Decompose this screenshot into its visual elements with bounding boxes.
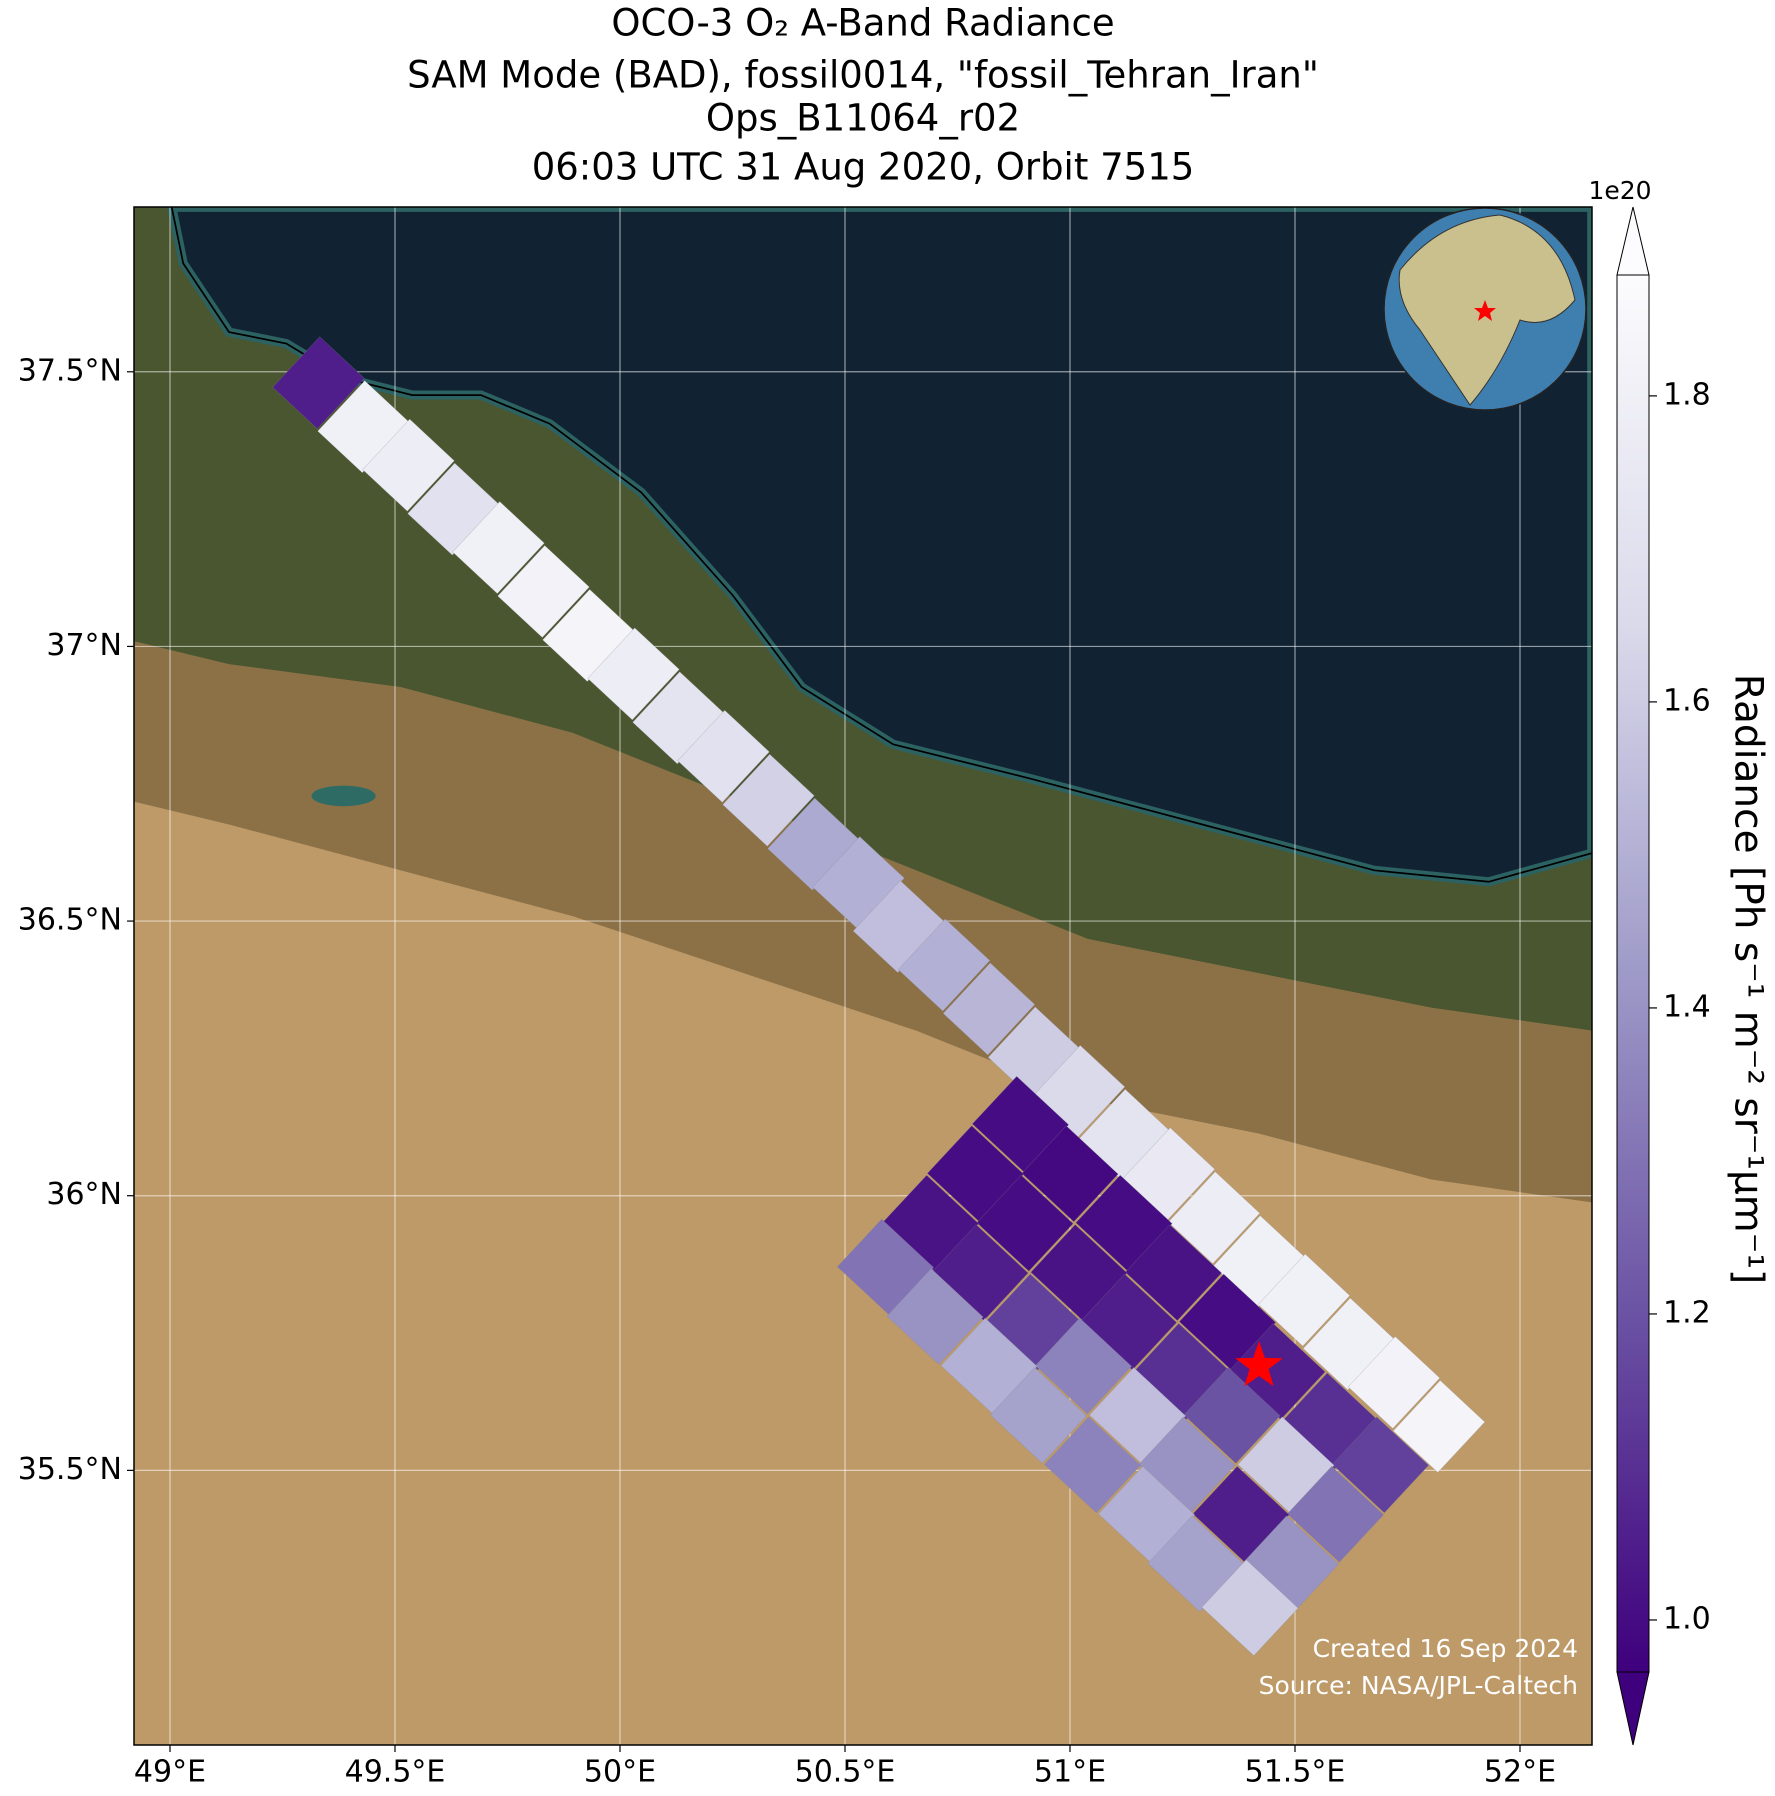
title-line: SAM Mode (BAD), fossil0014, "fossil_Tehr… [407, 54, 1319, 97]
swath-cell [1021, 1125, 1119, 1223]
swath-cell [976, 1174, 1074, 1272]
colorbar-extend-bottom [1616, 1671, 1650, 1746]
title-line: 06:03 UTC 31 Aug 2020, Orbit 7515 [532, 146, 1195, 189]
swath-cell [362, 418, 455, 512]
swath-cell [897, 918, 991, 1012]
colorbar-tick-label: 1.6 [1663, 683, 1711, 718]
x-tick-label: 49.5°E [345, 1755, 446, 1790]
swath-cell [942, 962, 1036, 1056]
swath-cell [1347, 1336, 1441, 1429]
grid [134, 207, 1592, 1745]
y-tick-label: 36.5°N [18, 903, 122, 938]
x-tick-label: 49°E [134, 1755, 206, 1790]
swath-cell [497, 545, 590, 638]
x-tick-label: 50°E [584, 1755, 656, 1790]
swath-cell [1257, 1253, 1351, 1347]
colorbar-tick-label: 1.8 [1663, 377, 1711, 412]
colorbar-tick-label: 1.2 [1663, 1295, 1711, 1330]
swath-cell [1124, 1224, 1223, 1322]
swath-cell [989, 1367, 1088, 1464]
swath-cell [1183, 1367, 1281, 1464]
lake [311, 785, 376, 807]
target-star [1235, 1341, 1283, 1387]
x-tick-label: 52°E [1484, 1755, 1556, 1790]
globe-star [1474, 300, 1496, 321]
swath-cell [1043, 1416, 1142, 1514]
colorbar-extend-top [1616, 206, 1650, 276]
swath-cell [587, 627, 680, 721]
swath-cell [452, 501, 545, 595]
swath-cell [1392, 1379, 1486, 1473]
swath-cell [886, 1268, 984, 1365]
x-tick-label: 50.5°E [795, 1755, 896, 1790]
swath-cell [1286, 1465, 1385, 1563]
x-tick-label: 51.5°E [1245, 1755, 1346, 1790]
colorbar-tick-label: 1.4 [1663, 989, 1711, 1024]
colorbar-tick-label: 1.0 [1663, 1601, 1711, 1636]
y-tick-label: 36°N [46, 1177, 122, 1212]
swath-cell [722, 753, 815, 847]
swath-cell [1167, 1171, 1261, 1265]
colorbar-label: Radiance [Ph s⁻¹ m⁻² sr⁻¹μm⁻¹] [1726, 674, 1771, 1284]
map-frame [133, 206, 1593, 1746]
y-tick-label: 37°N [46, 628, 122, 663]
overlay [1383, 207, 1587, 411]
coastline [170, 207, 1592, 883]
y-tick-label: 35.5°N [18, 1452, 122, 1487]
y-tick-label: 37.5°N [18, 353, 122, 388]
credit: Created 16 Sep 2024 [1313, 1634, 1578, 1663]
swath-cell [1331, 1416, 1430, 1514]
forest [134, 207, 1592, 1031]
swath-cell [1034, 1317, 1133, 1415]
colorbar [1616, 274, 1650, 1673]
swath-cell [1201, 1559, 1299, 1657]
title-line: OCO-3 O₂ A-Band Radiance [611, 2, 1114, 45]
title-line: Ops_B11064_r02 [706, 97, 1020, 140]
swath-cells [272, 336, 1486, 1657]
swath-cell [677, 709, 770, 803]
credit: Source: NASA/JPL-Caltech [1259, 1671, 1578, 1700]
colorbar-offset: 1e20 [1588, 176, 1651, 205]
x-tick-label: 51°E [1034, 1755, 1106, 1790]
swath-cell [272, 336, 365, 430]
